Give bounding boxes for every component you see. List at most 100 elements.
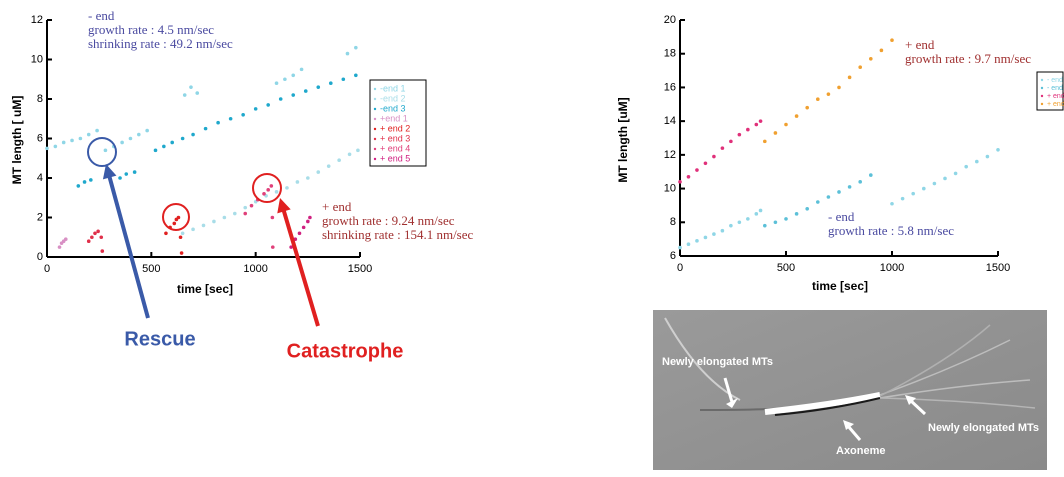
point xyxy=(243,211,248,216)
point xyxy=(837,190,841,194)
point xyxy=(306,176,310,180)
point xyxy=(754,212,759,216)
point xyxy=(289,245,293,249)
point xyxy=(266,188,270,192)
point xyxy=(354,45,358,50)
y-tick-label: 16 xyxy=(664,81,676,93)
point xyxy=(297,231,302,236)
point xyxy=(746,217,750,221)
point xyxy=(182,93,187,97)
point xyxy=(316,85,321,89)
callout-label: Catastrophe xyxy=(287,340,404,362)
point xyxy=(103,148,108,153)
callout-arrow xyxy=(281,208,320,327)
point xyxy=(179,251,184,255)
point xyxy=(178,235,183,240)
point xyxy=(269,184,274,188)
point xyxy=(164,231,168,236)
legend-swatch xyxy=(373,117,377,121)
point xyxy=(911,191,915,196)
point xyxy=(746,127,750,132)
point xyxy=(295,180,300,184)
point xyxy=(985,154,990,159)
legend-swatch xyxy=(373,137,377,141)
point xyxy=(712,232,716,236)
x-tick-label: 0 xyxy=(677,262,683,274)
annotation: - end xyxy=(828,209,855,224)
legend-label: - end 2 xyxy=(1047,85,1064,92)
point xyxy=(201,223,206,228)
point xyxy=(301,225,306,230)
point xyxy=(253,107,258,111)
y-tick-label: 10 xyxy=(664,182,676,194)
point xyxy=(153,148,158,153)
annotation: growth rate : 9.7 nm/sec xyxy=(905,51,1031,66)
point xyxy=(78,136,83,141)
point xyxy=(172,221,177,226)
x-tick-label: 1500 xyxy=(986,262,1010,274)
point xyxy=(345,51,350,56)
point xyxy=(858,180,862,184)
y-axis-title: MT length [ uM] xyxy=(10,96,24,185)
point xyxy=(180,231,185,236)
point xyxy=(341,77,346,82)
point xyxy=(86,239,91,243)
annotation: shrinking rate : 49.2 nm/sec xyxy=(88,36,233,51)
point xyxy=(212,219,216,224)
point xyxy=(784,217,788,221)
legend-swatch xyxy=(373,97,377,101)
point xyxy=(826,92,831,96)
point xyxy=(100,249,105,253)
point xyxy=(228,116,233,121)
x-tick-label: 1000 xyxy=(880,262,904,274)
point xyxy=(695,168,699,172)
point xyxy=(222,215,227,220)
legend-label: -end 3 xyxy=(380,103,406,113)
point xyxy=(763,139,767,144)
point xyxy=(128,136,133,141)
legend-label: + end 3 xyxy=(380,133,410,143)
point xyxy=(773,131,778,135)
point xyxy=(45,146,49,151)
point xyxy=(347,152,352,157)
point xyxy=(241,113,245,117)
point xyxy=(943,176,947,181)
legend-label: + end 2 xyxy=(380,123,410,133)
point xyxy=(847,75,852,80)
point xyxy=(703,161,708,166)
legend-swatch xyxy=(373,157,377,161)
point xyxy=(816,200,820,204)
x-tick-label: 500 xyxy=(142,263,160,275)
point xyxy=(118,176,122,180)
annotation: - end xyxy=(88,8,115,23)
y-tick-label: 18 xyxy=(664,48,676,60)
point xyxy=(996,148,1000,152)
point xyxy=(678,245,682,250)
point xyxy=(203,126,208,131)
y-tick-label: 20 xyxy=(664,14,676,26)
callout-label: Rescue xyxy=(124,328,195,350)
point xyxy=(191,132,195,137)
point xyxy=(773,220,778,225)
point xyxy=(96,229,100,234)
point xyxy=(162,144,166,149)
point xyxy=(89,178,93,182)
point xyxy=(95,128,99,133)
point xyxy=(763,223,767,228)
point xyxy=(316,170,321,174)
point xyxy=(354,73,358,78)
legend-swatch xyxy=(1040,78,1044,82)
highlight-circle xyxy=(252,173,282,203)
point xyxy=(86,132,91,137)
annotation: growth rate : 9.24 nm/sec xyxy=(322,213,455,228)
point xyxy=(170,140,174,145)
point xyxy=(274,190,279,194)
point xyxy=(826,195,831,199)
point xyxy=(90,235,94,240)
point xyxy=(308,215,312,220)
point xyxy=(879,48,884,53)
point xyxy=(837,85,841,90)
point xyxy=(270,215,275,220)
highlight-circle xyxy=(87,137,117,167)
legend-label: -end 2 xyxy=(380,93,406,103)
